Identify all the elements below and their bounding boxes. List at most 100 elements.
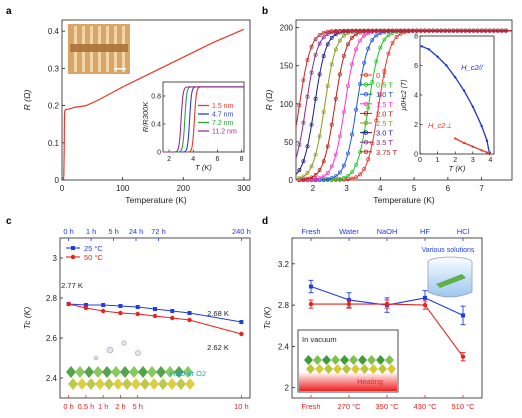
series-marker	[325, 42, 330, 47]
legend-marker	[363, 101, 369, 106]
series-marker	[358, 28, 363, 33]
inset-marker	[454, 137, 457, 140]
crystal-layer	[167, 378, 177, 390]
droplet	[106, 346, 114, 354]
inset-x-tick-label: 3	[471, 157, 475, 164]
series-marker	[341, 176, 346, 180]
panel-d: 2 2.4 2.8 3.2 Tc (K) Fresh 270 °C 350 °C 430 °C 5…	[262, 227, 483, 411]
series-marker	[309, 164, 314, 169]
inset-marker	[420, 45, 423, 48]
series-marker	[313, 37, 318, 41]
series-marker	[479, 28, 484, 33]
crystal-layer	[165, 366, 175, 378]
crystal-layer	[331, 355, 340, 365]
crystal-layer	[66, 366, 76, 378]
series-marker	[325, 32, 330, 36]
vacuum-box	[297, 329, 399, 393]
crystal-layer	[340, 355, 349, 365]
series-marker	[350, 132, 354, 137]
crystal-layer	[322, 355, 331, 365]
y-tick-label: 2.8	[46, 294, 58, 303]
panel-a: 0 100 200 300 0 0.1 0.2 0.3 0.4 Temperature (K) R …	[22, 19, 251, 205]
annotation: In vacuum	[302, 335, 337, 344]
inset-series-label: H_c2⊥	[428, 121, 453, 130]
series-marker	[346, 42, 350, 47]
series-marker	[329, 176, 334, 181]
inset-frame	[162, 81, 245, 153]
inset-y-tick-label: 6	[414, 63, 418, 70]
series-marker	[337, 28, 342, 33]
series-marker	[350, 28, 354, 33]
beaker-illustration	[427, 256, 473, 298]
inset-y-label: R/R300K	[141, 101, 150, 132]
series-marker	[418, 28, 423, 33]
inset-marker	[454, 76, 457, 79]
crystal-layer	[358, 355, 367, 365]
series-marker	[460, 354, 466, 359]
crystal-layer	[387, 364, 396, 374]
y-tick-label: 0	[55, 176, 60, 185]
inset-x-tick-label: 1	[436, 157, 440, 164]
series-marker	[83, 305, 89, 311]
series-marker	[321, 159, 326, 164]
x-tick-label-top: Water	[339, 227, 359, 236]
series-marker	[354, 175, 359, 180]
series-marker	[317, 41, 322, 46]
x-axis-label: Temperature (K)	[373, 195, 435, 205]
panel-b-axes	[295, 19, 513, 181]
legend-marker	[363, 120, 369, 126]
crystal-layer	[147, 366, 157, 378]
crystal-layer	[158, 378, 168, 390]
series-marker	[390, 41, 395, 45]
panel-a-inset: 2 4 6 8 0 0.4 0.8 T (K) R/R300K 1.5 nm 4.7 nm7.2 n…	[141, 81, 245, 172]
legend-marker	[363, 91, 369, 97]
series-marker	[443, 28, 448, 33]
series-marker	[118, 310, 123, 316]
x-tick-label-bottom: 10 h	[234, 402, 249, 411]
panel-c-axes	[59, 237, 251, 399]
y-tick-label: 0	[289, 176, 294, 185]
crystal-layer	[324, 364, 333, 374]
inset-marker	[480, 124, 483, 128]
legend-label: 2.0 T	[376, 109, 393, 118]
crystal-layer	[68, 378, 78, 390]
annotation: 2.77 K	[61, 281, 83, 290]
inset-x-label: T (K)	[449, 164, 466, 173]
annotation: H2O or O2	[170, 369, 206, 378]
x-tick-label-top: 240 h	[232, 227, 251, 236]
annotation: 2.68 K	[207, 309, 229, 318]
crystal-layer	[176, 378, 186, 390]
x-tick-label-bottom: 5 h	[133, 402, 143, 411]
legend-marker	[363, 130, 369, 135]
legend-marker	[363, 82, 369, 87]
inset-marker	[471, 105, 475, 109]
crystal-layer	[131, 378, 141, 390]
series-marker	[370, 28, 375, 33]
x-tick-label-top: 24 h	[129, 227, 144, 236]
series-marker	[333, 28, 338, 33]
series-marker	[305, 94, 310, 99]
series-marker	[135, 311, 140, 317]
series-marker	[239, 331, 244, 337]
series-marker	[325, 177, 330, 182]
series-marker	[384, 301, 390, 307]
panel-letter: d	[262, 216, 268, 227]
inset-series-line	[421, 45, 491, 155]
crystal-layer	[120, 366, 130, 378]
series-marker	[382, 37, 387, 42]
crystal-layer	[140, 378, 150, 390]
series-marker	[451, 28, 456, 33]
series-marker	[325, 144, 330, 149]
inset-y-tick-label: 0.8	[151, 94, 161, 101]
x-tick-label-bottom: Fresh	[301, 402, 320, 411]
inset-x-tick-label: 8	[240, 156, 244, 163]
crystal-layer	[367, 355, 376, 365]
series-marker	[410, 28, 415, 33]
series-marker	[346, 84, 350, 88]
series-marker	[325, 84, 330, 88]
crystal-illustration	[66, 340, 195, 390]
annotation: 2.62 K	[207, 343, 229, 352]
series-marker	[366, 105, 371, 110]
y-tick-label: 0.2	[48, 102, 60, 111]
crystal-layer	[86, 378, 96, 390]
